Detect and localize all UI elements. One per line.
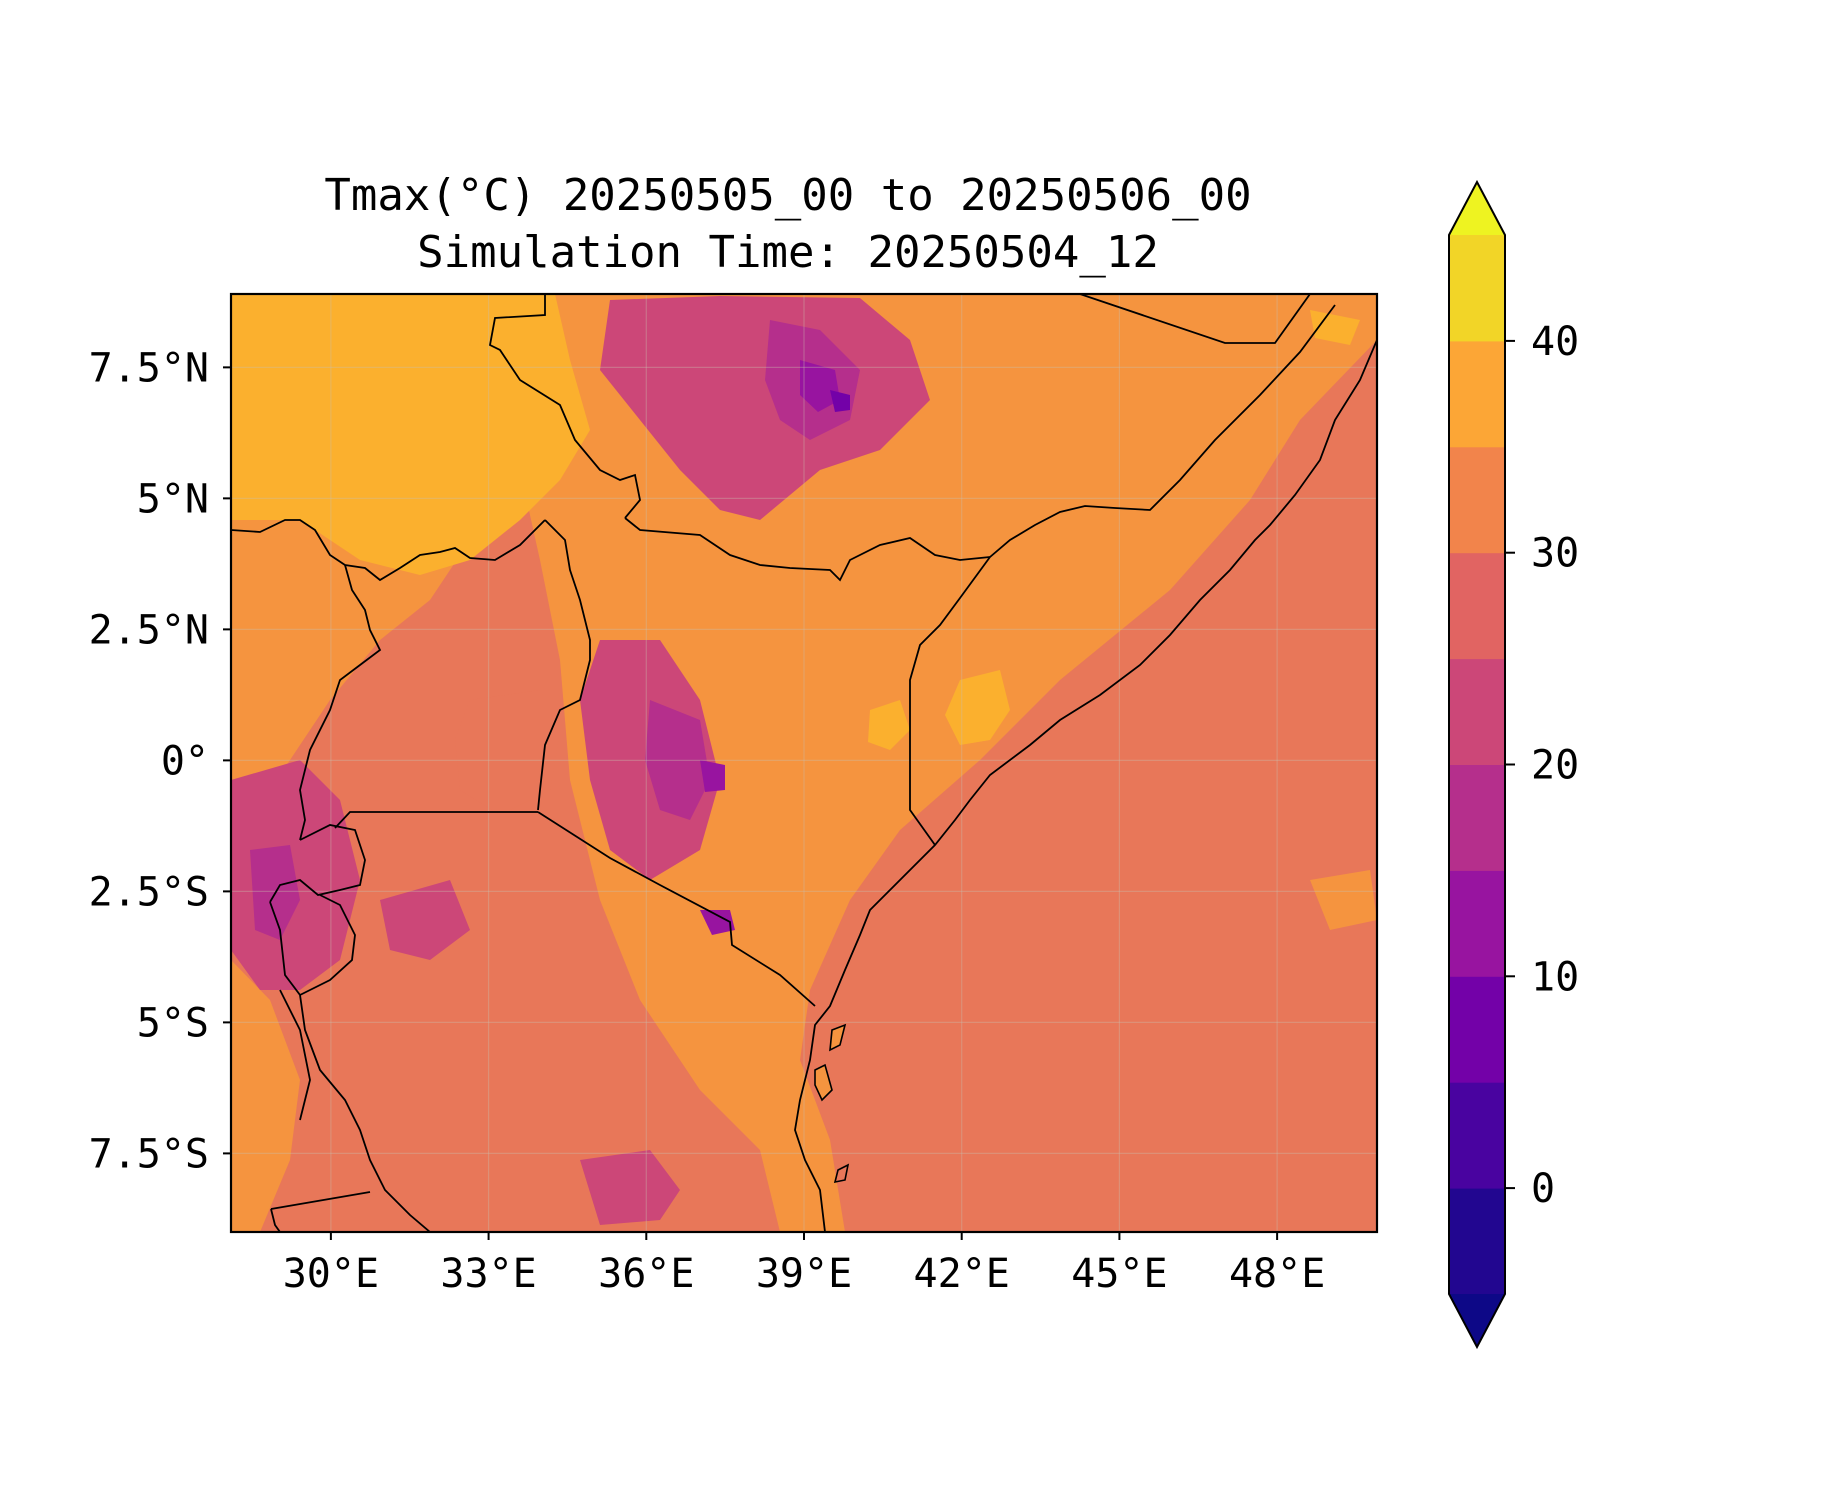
colorbar-segment	[1449, 976, 1505, 1083]
y-tick-label: 5°S	[137, 1000, 209, 1046]
y-axis: 7.5°N 5°N 2.5°N 0° 2.5°S 5°S 7.5°S	[89, 345, 231, 1177]
y-tick-label: 2.5°N	[89, 607, 209, 653]
colorbar-segment	[1449, 870, 1505, 977]
x-tick-label: 42°E	[914, 1251, 1010, 1297]
country-borders	[231, 294, 1377, 1232]
island-mafia	[833, 1163, 850, 1184]
border-drc-tanzania	[269, 901, 431, 1232]
colorbar: 0 10 20 30 40	[1448, 179, 1579, 1350]
border-kenya-tanzania	[537, 811, 816, 1007]
field-20-25-tanzania	[580, 1150, 680, 1225]
x-tick-label: 36°E	[598, 1251, 694, 1297]
colorbar-tick-label: 30	[1531, 531, 1579, 577]
colorbar-segment	[1449, 658, 1505, 765]
x-tick-label: 48°E	[1229, 1251, 1325, 1297]
border-tanzania-zambia	[270, 1191, 371, 1210]
field-20-25-ethiopia	[600, 296, 930, 520]
colorbar-tick-label: 20	[1531, 743, 1579, 789]
colorbar-extend-under	[1449, 1294, 1505, 1347]
colorbar-segment	[1449, 764, 1505, 871]
border-ethiopia-somalia	[989, 304, 1336, 558]
y-tick-label: 2.5°S	[89, 869, 209, 915]
map-panel: 30°E 33°E 36°E 39°E 42°E 45°E 48°E 7.5°N 5°N 2.5…	[89, 292, 1379, 1297]
border-south-sudan-ethiopia	[488, 294, 641, 519]
x-axis: 30°E 33°E 36°E 39°E 42°E 45°E 48°E	[283, 1232, 1325, 1297]
colorbar-tick-label: 0	[1531, 1166, 1555, 1212]
field-5-10-ethiopia	[830, 390, 850, 412]
y-tick-label: 7.5°S	[89, 1131, 209, 1177]
border-lake-tanganyika	[279, 989, 311, 1121]
colorbar-outline	[1448, 179, 1506, 1350]
field-10-15-kenya	[700, 760, 725, 792]
island-pemba	[829, 1023, 847, 1052]
colorbar-segment	[1449, 446, 1505, 554]
gridlines	[231, 294, 1377, 1232]
colorbar-tick-label: 10	[1531, 954, 1579, 1000]
coastline-east-africa	[794, 339, 1377, 1232]
island-zanzibar	[814, 1063, 833, 1102]
y-tick-label: 0°	[161, 738, 209, 784]
colorbar-segment	[1449, 235, 1505, 342]
field-20-25-tanzania-west	[380, 880, 470, 960]
border-uganda-drc	[299, 564, 382, 841]
field-35-40-kenya	[868, 700, 910, 750]
border-ethiopia-kenya	[624, 517, 991, 582]
field-30-35-sw	[231, 960, 300, 1232]
field-15-20-kenya	[645, 700, 710, 820]
border-somalia-north	[1079, 294, 1311, 344]
field-35-40-north	[231, 294, 590, 575]
border-uganda-tanzania	[334, 811, 538, 829]
colorbar-segment	[1449, 1188, 1505, 1295]
y-tick-label: 7.5°N	[89, 345, 209, 391]
field-lake-victoria	[455, 690, 560, 815]
border-kenya-somalia	[909, 556, 991, 846]
field-10-15-ethiopia	[800, 360, 840, 412]
colorbar-extend-over	[1449, 182, 1505, 235]
border-ss-uganda	[231, 519, 546, 582]
border-uganda-kenya	[537, 519, 591, 811]
colorbar-segment	[1449, 552, 1505, 660]
border-rwanda	[269, 824, 366, 903]
border-burundi	[299, 894, 356, 996]
colorbar-segment	[1449, 340, 1505, 448]
field-35-40-ne	[1310, 310, 1360, 345]
field-10-15-kili	[700, 910, 735, 935]
colorbar-tick-label: 40	[1531, 319, 1579, 365]
title-line-2: Simulation Time: 20250504_12	[417, 227, 1159, 278]
field-30-35-east	[520, 294, 1377, 1232]
colorbar-segment	[1449, 1082, 1505, 1189]
title-line-1: Tmax(°C) 20250505_00 to 20250506_00	[324, 170, 1251, 221]
border-sw-corner	[270, 1208, 281, 1232]
x-tick-label: 39°E	[756, 1251, 852, 1297]
x-tick-label: 33°E	[440, 1251, 536, 1297]
y-tick-label: 5°N	[137, 476, 209, 522]
x-tick-label: 30°E	[283, 1251, 379, 1297]
field-35-40-somalia	[945, 670, 1010, 745]
field-30-35-ocean-patch	[1310, 870, 1377, 930]
x-tick-label: 45°E	[1071, 1251, 1167, 1297]
